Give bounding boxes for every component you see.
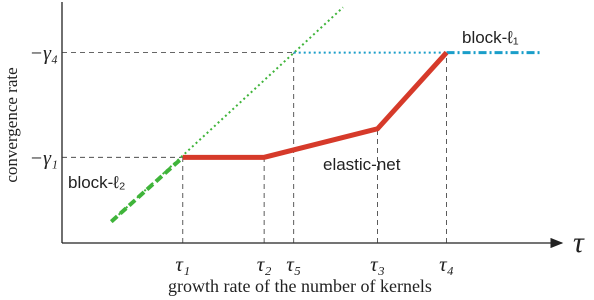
x-tick-label: τ₄ (439, 252, 454, 276)
series-line (109, 155, 185, 224)
y-tick-label: −γ₄ (30, 43, 58, 65)
x-tick-label: τ₁ (175, 252, 190, 276)
series-label: block-ℓ₁ (462, 28, 519, 47)
x-axis-title: growth rate of the number of kernels (168, 276, 432, 296)
x-tick-label: τ₅ (286, 252, 301, 276)
series-label: elastic-net (323, 155, 401, 174)
x-axis-symbol: τ (573, 226, 585, 259)
y-tick-label: −γ₁ (30, 147, 58, 169)
series-label: block-ℓ₂ (68, 173, 125, 192)
x-tick-label: τ₂ (257, 252, 272, 276)
series-line (110, 6, 344, 223)
series-line (182, 50, 449, 160)
y-axis-title: convergence rate (2, 67, 21, 182)
x-tick-label: τ₃ (370, 252, 385, 276)
